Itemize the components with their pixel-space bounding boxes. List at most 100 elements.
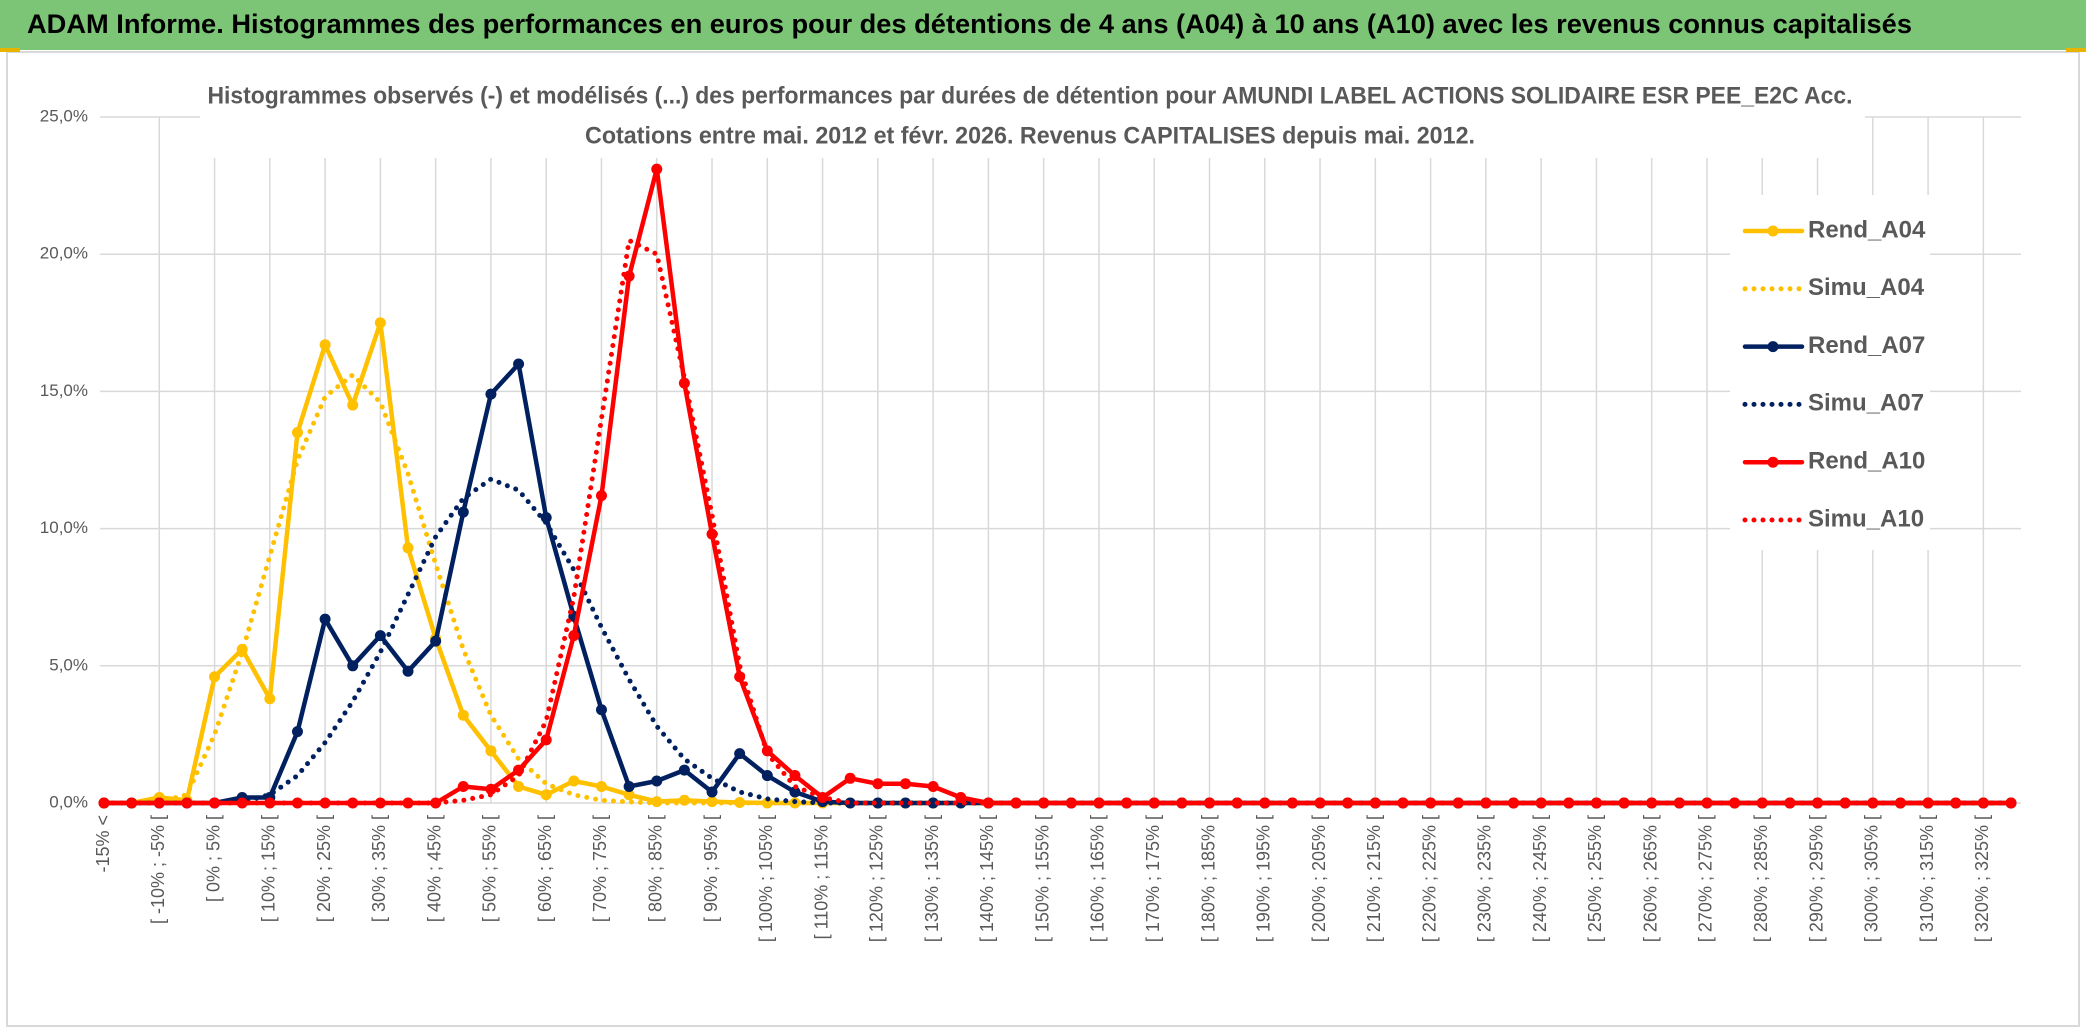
x-tick-label: [ 150% ; 155% [ (1032, 815, 1052, 942)
point (457, 781, 469, 793)
y-tick-label: 10,0% (40, 518, 88, 537)
point (955, 792, 967, 804)
point (319, 613, 331, 625)
point (651, 163, 663, 175)
legend-marker (1767, 225, 1779, 237)
point (1618, 797, 1630, 809)
point (899, 778, 911, 790)
y-tick-label: 25,0% (40, 106, 88, 125)
point (291, 427, 303, 439)
x-tick-label: [ 200% ; 205% [ (1309, 815, 1329, 942)
point (347, 797, 359, 809)
point (1701, 797, 1713, 809)
point (789, 786, 801, 798)
legend-label: Simu_A07 (1808, 390, 1924, 417)
point (347, 399, 359, 411)
x-tick-label: [ 80% ; 85% [ (646, 815, 666, 922)
point (651, 775, 663, 787)
x-tick-label: [ 220% ; 225% [ (1419, 815, 1439, 942)
point (540, 734, 552, 746)
x-tick-label: [ 90% ; 95% [ (701, 815, 721, 922)
point (789, 770, 801, 782)
point (291, 797, 303, 809)
point (761, 770, 773, 782)
header-bar (0, 0, 2086, 50)
legend-marker (1767, 341, 1779, 353)
y-tick-label: 15,0% (40, 381, 88, 400)
point (402, 665, 414, 677)
x-tick-label: [ 250% ; 255% [ (1585, 815, 1605, 942)
point (706, 528, 718, 540)
point (291, 726, 303, 738)
point (1314, 797, 1326, 809)
x-tick-label: -15% < (93, 815, 113, 873)
point (319, 797, 331, 809)
point (595, 781, 607, 793)
point (457, 709, 469, 721)
point (457, 506, 469, 518)
point (1673, 797, 1685, 809)
plot (98, 163, 2017, 809)
legend-label: Simu_A10 (1808, 505, 1924, 532)
legend-label: Rend_A07 (1808, 332, 1925, 359)
x-tick-label: [ 270% ; 275% [ (1696, 815, 1716, 942)
point (1286, 797, 1298, 809)
point (1646, 797, 1658, 809)
x-tick-label: [ 110% ; 115% [ (811, 815, 831, 939)
x-tick-label: [ 40% ; 45% [ (424, 815, 444, 922)
x-tick-label: [ 50% ; 55% [ (480, 815, 500, 922)
point (540, 512, 552, 524)
x-tick-label: [ 310% ; 315% [ (1917, 815, 1937, 942)
corner (0, 48, 20, 52)
x-tick-label: [ 20% ; 25% [ (314, 815, 334, 922)
x-tick-label: [ 280% ; 285% [ (1751, 815, 1771, 942)
point (1342, 797, 1354, 809)
x-tick-label: [ 30% ; 35% [ (369, 815, 389, 922)
y-tick-label: 5,0% (49, 655, 88, 674)
point (1369, 797, 1381, 809)
x-tick-label: [ 140% ; 145% [ (977, 815, 997, 942)
point (623, 270, 635, 282)
point (402, 542, 414, 554)
point (595, 704, 607, 716)
point (347, 660, 359, 672)
legend-marker (1767, 456, 1779, 468)
chart-subtitle: Cotations entre mai. 2012 et févr. 2026.… (585, 122, 1475, 149)
legend-label: Rend_A10 (1808, 448, 1925, 475)
x-tick-label: [ 320% ; 325% [ (1972, 815, 1992, 942)
point (264, 693, 276, 705)
legend: Rend_A04 Simu_A04 Rend_A07 Simu_A07 Rend_A10… (1742, 216, 1926, 532)
point (927, 797, 939, 809)
point (209, 671, 221, 683)
point (1729, 797, 1741, 809)
point (2005, 797, 2017, 809)
x-tick-label: [ 190% ; 195% [ (1254, 815, 1274, 942)
x-tick-label: [ 60% ; 65% [ (535, 815, 555, 922)
point (568, 775, 580, 787)
point (374, 797, 386, 809)
point (485, 745, 497, 757)
point (982, 797, 994, 809)
point (1231, 797, 1243, 809)
y-tick-label: 20,0% (40, 244, 88, 263)
point (706, 786, 718, 798)
x-tick-label: [ 210% ; 215% [ (1364, 815, 1384, 942)
point (485, 388, 497, 400)
page-title: ADAM Informe. Histogrammes des performan… (27, 9, 1912, 39)
point (872, 778, 884, 790)
series-line (101, 238, 2014, 806)
point (319, 339, 331, 351)
x-tick-label: [ 230% ; 235% [ (1475, 815, 1495, 942)
point (513, 781, 525, 793)
point (209, 797, 221, 809)
point (623, 781, 635, 793)
legend-box (1730, 195, 1930, 550)
x-tick-label: [ 0% ; 5% [ (203, 815, 223, 902)
point (374, 317, 386, 329)
point (1756, 797, 1768, 809)
point (540, 789, 552, 801)
point (264, 797, 276, 809)
point (844, 772, 856, 784)
legend-label: Simu_A04 (1808, 274, 1925, 301)
